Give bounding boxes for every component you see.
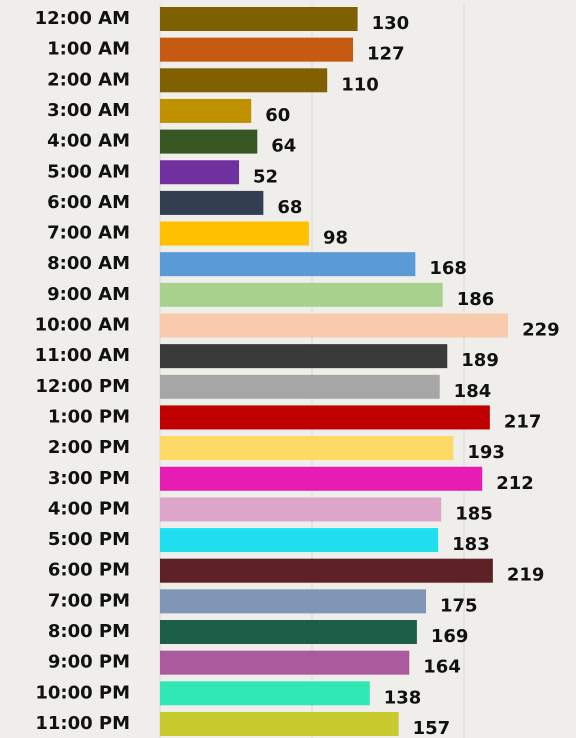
value-label: 184	[454, 381, 492, 402]
bar	[160, 620, 417, 644]
value-label: 219	[507, 565, 545, 586]
value-label: 189	[461, 350, 499, 371]
bar	[160, 405, 490, 430]
bar	[160, 221, 309, 246]
value-label: 185	[455, 503, 493, 524]
value-label: 130	[372, 13, 410, 34]
bar	[160, 711, 399, 736]
y-tick-label: 4:00 AM	[47, 131, 130, 152]
y-tick-label: 3:00 PM	[48, 468, 130, 489]
bar	[160, 466, 483, 491]
bar	[160, 160, 240, 185]
bar	[160, 650, 410, 675]
bar	[160, 681, 370, 706]
value-label: 64	[271, 136, 296, 157]
y-tick-label: 12:00 PM	[35, 376, 130, 397]
y-tick-label: 7:00 AM	[47, 223, 130, 244]
bar	[160, 589, 426, 614]
bar	[160, 313, 509, 338]
value-label: 68	[277, 197, 302, 218]
y-tick-label: 9:00 AM	[47, 284, 130, 305]
value-label: 175	[440, 595, 478, 616]
bar	[160, 497, 442, 522]
value-label: 127	[367, 44, 405, 65]
y-tick-label: 3:00 AM	[47, 100, 130, 121]
y-tick-label: 9:00 PM	[48, 652, 130, 673]
y-tick-label: 5:00 PM	[48, 529, 130, 550]
y-tick-label: 11:00 PM	[35, 713, 130, 734]
value-label: 98	[323, 228, 348, 249]
value-label: 157	[413, 718, 451, 738]
value-label: 229	[522, 320, 560, 341]
bar	[160, 528, 439, 553]
y-tick-label: 2:00 PM	[48, 437, 130, 458]
y-tick-label: 7:00 PM	[48, 590, 130, 611]
y-tick-label: 6:00 PM	[48, 560, 130, 581]
bar	[160, 436, 454, 461]
y-tick-label: 1:00 AM	[47, 39, 130, 60]
value-label: 110	[341, 74, 379, 95]
bar	[160, 344, 448, 369]
y-tick-label: 10:00 AM	[35, 315, 130, 336]
y-tick-label: 4:00 PM	[48, 498, 130, 519]
y-tick-label: 2:00 AM	[47, 69, 130, 90]
value-label: 52	[253, 166, 278, 187]
value-label: 186	[457, 289, 495, 310]
y-tick-label: 8:00 AM	[47, 253, 130, 274]
bar	[160, 252, 416, 277]
value-label: 212	[496, 473, 534, 494]
bar	[160, 282, 443, 307]
y-tick-label: 5:00 AM	[47, 161, 130, 182]
bar	[160, 558, 493, 583]
y-tick-label: 11:00 AM	[35, 345, 130, 366]
y-tick-label: 8:00 PM	[48, 621, 130, 642]
y-tick-label: 6:00 AM	[47, 192, 130, 213]
y-tick-label: 1:00 PM	[48, 406, 130, 427]
value-label: 217	[504, 411, 542, 432]
value-label: 169	[431, 626, 469, 647]
value-label: 193	[467, 442, 505, 463]
bar	[160, 98, 252, 123]
y-tick-label: 12:00 AM	[35, 8, 130, 29]
value-label: 164	[423, 657, 461, 678]
value-label: 60	[265, 105, 290, 126]
y-tick-label: 10:00 PM	[35, 682, 130, 703]
value-label: 183	[452, 534, 490, 555]
bar	[160, 37, 354, 62]
bar	[160, 7, 358, 31]
bar	[160, 190, 264, 215]
bar	[160, 68, 328, 93]
value-label: 168	[429, 258, 467, 279]
bar	[160, 129, 258, 154]
bar	[160, 374, 440, 399]
value-label: 138	[384, 687, 422, 708]
